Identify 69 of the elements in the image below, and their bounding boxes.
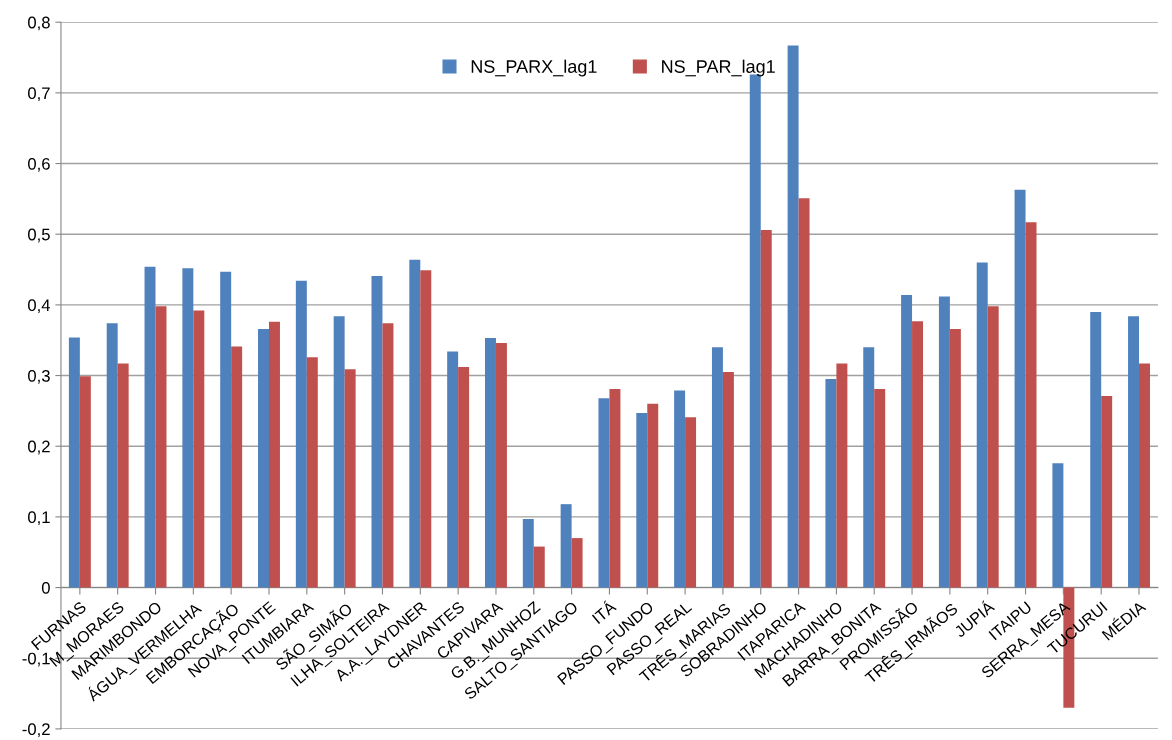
- bar: [333, 316, 345, 588]
- bar: [295, 280, 307, 588]
- bar: [912, 321, 924, 588]
- y-tick-label: 0,4: [28, 299, 51, 314]
- y-tick-label: 0,8: [28, 16, 50, 31]
- bar: [409, 259, 421, 588]
- legend-label: NS_PAR_lag1: [662, 59, 775, 77]
- bar: [306, 357, 318, 588]
- y-tick-label: 0,5: [28, 228, 50, 243]
- bar: [571, 538, 583, 588]
- y-tick-label: -0,2: [22, 723, 50, 738]
- bar: [79, 376, 91, 588]
- bar: [949, 328, 961, 588]
- bar: [874, 388, 886, 588]
- bar: [976, 262, 988, 588]
- bar: [636, 413, 648, 588]
- bar: [258, 328, 269, 588]
- bar: [863, 347, 875, 588]
- bar: [1090, 311, 1102, 588]
- bar: [106, 323, 118, 588]
- bar: [117, 363, 129, 588]
- y-tick-label: 0,6: [28, 157, 50, 172]
- bar: [560, 504, 572, 588]
- y-tick-label: 0,2: [28, 440, 50, 455]
- bar: [484, 338, 496, 588]
- bar: [68, 337, 80, 588]
- legend-label: NS_PARX_lag1: [471, 59, 597, 77]
- bar: [647, 403, 659, 588]
- bar: [371, 275, 383, 588]
- bar: [182, 268, 194, 588]
- bar: [447, 351, 459, 588]
- bar: [760, 229, 772, 588]
- bar: [836, 363, 848, 588]
- y-tick-label: 0: [41, 581, 50, 594]
- bar: [220, 271, 232, 588]
- bar: [1052, 463, 1064, 588]
- y-tick-label: 0,7: [28, 87, 50, 102]
- bar: [268, 321, 280, 588]
- bar: [685, 417, 697, 588]
- bar: [901, 294, 913, 588]
- bar: [144, 266, 156, 588]
- bar: [798, 198, 810, 588]
- bar: [382, 323, 394, 588]
- bar: [231, 346, 243, 588]
- bar: [344, 369, 356, 588]
- bar: [1128, 316, 1140, 588]
- bar: [722, 372, 734, 588]
- bar: [193, 310, 205, 588]
- bar: [533, 546, 545, 588]
- bar: [458, 367, 470, 588]
- bar: [1025, 222, 1037, 588]
- y-tick-label: 0,3: [28, 369, 50, 384]
- bar: [609, 388, 621, 588]
- bar: [1101, 396, 1113, 588]
- bar: [787, 45, 799, 588]
- bar: [420, 270, 432, 588]
- bar: [522, 519, 534, 588]
- y-tick-label: -0,1: [22, 652, 50, 667]
- bar: [598, 398, 610, 588]
- bar: [674, 390, 686, 588]
- y-tick-label: 0,1: [28, 511, 50, 526]
- bar: [938, 296, 950, 588]
- bar: [825, 379, 837, 588]
- bar: [495, 343, 507, 588]
- bar: [1014, 189, 1026, 588]
- bar: [155, 306, 167, 588]
- bar: [1139, 363, 1150, 588]
- bar: [987, 306, 999, 588]
- bar: [711, 347, 723, 588]
